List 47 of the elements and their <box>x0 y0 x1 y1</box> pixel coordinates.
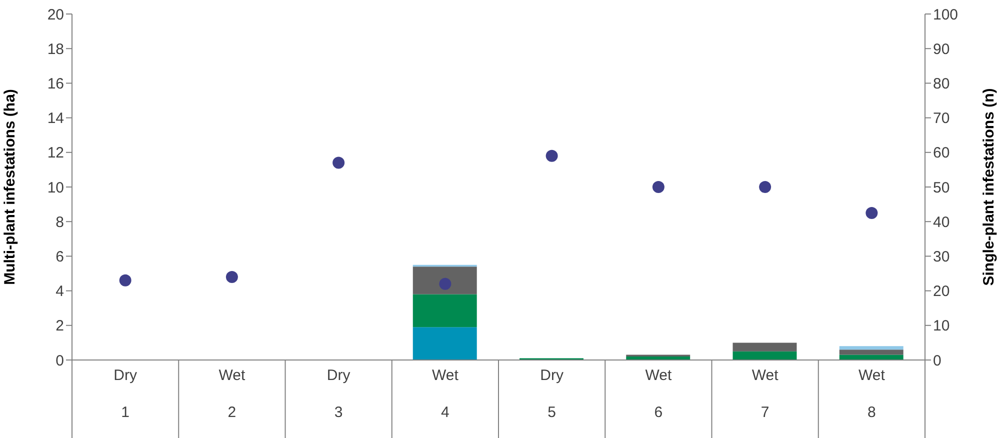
y2-tick-label: 10 <box>933 318 950 335</box>
y-tick-label: 10 <box>47 179 64 196</box>
y2-tick-label: 60 <box>933 144 950 162</box>
y-tick-label: 4 <box>56 283 64 300</box>
bar <box>412 327 477 360</box>
category-label: Wet 7 <box>752 367 778 421</box>
category-label: Wet 6 <box>645 367 672 421</box>
y-tick-label: 20 <box>47 6 64 24</box>
y-axis-title: Multi-plant infestations (ha) <box>1 89 18 285</box>
category-label: Dry 3 <box>326 367 350 421</box>
y2-tick-label: 50 <box>933 179 950 196</box>
point <box>759 181 772 193</box>
category-label: Dry 5 <box>540 367 564 421</box>
bar <box>412 294 477 328</box>
point <box>226 270 238 283</box>
point <box>332 156 345 169</box>
y2-axis-title: Single-plant infestations (n) <box>980 88 997 286</box>
point <box>652 181 664 193</box>
bar <box>732 342 797 352</box>
point <box>119 274 132 286</box>
point <box>546 150 558 162</box>
bar <box>412 266 477 294</box>
y-tick-label: 2 <box>56 318 64 335</box>
y2-tick-label: 40 <box>933 214 950 231</box>
y-tick-label: 8 <box>56 214 64 231</box>
y2-tick-label: 20 <box>933 283 950 300</box>
bar <box>839 346 904 350</box>
y-tick-label: 18 <box>47 40 64 58</box>
y2-tick-label: 100 <box>933 6 958 24</box>
point <box>439 278 452 290</box>
y-tick-label: 12 <box>47 144 64 162</box>
y-tick-label: 14 <box>47 110 64 128</box>
y-tick-label: 16 <box>47 76 64 93</box>
y2-tick-label: 30 <box>933 248 950 266</box>
bar <box>732 351 797 360</box>
category-label: Wet 4 <box>432 367 458 421</box>
category-label: Wet 2 <box>218 367 246 421</box>
y-tick-label: 6 <box>56 248 64 266</box>
bar <box>839 350 904 355</box>
y2-tick-label: 70 <box>933 110 950 128</box>
y2-tick-label: 80 <box>933 76 950 93</box>
category-label: Wet 8 <box>858 367 885 421</box>
y-tick-label: 0 <box>56 352 64 370</box>
category-label: Dry 1 <box>114 367 137 421</box>
point <box>866 206 878 219</box>
y2-tick-label: 0 <box>933 352 942 370</box>
y2-tick-label: 90 <box>933 40 950 58</box>
